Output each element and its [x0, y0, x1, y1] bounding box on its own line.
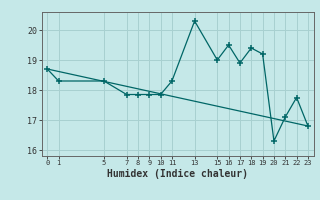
X-axis label: Humidex (Indice chaleur): Humidex (Indice chaleur) — [107, 169, 248, 179]
